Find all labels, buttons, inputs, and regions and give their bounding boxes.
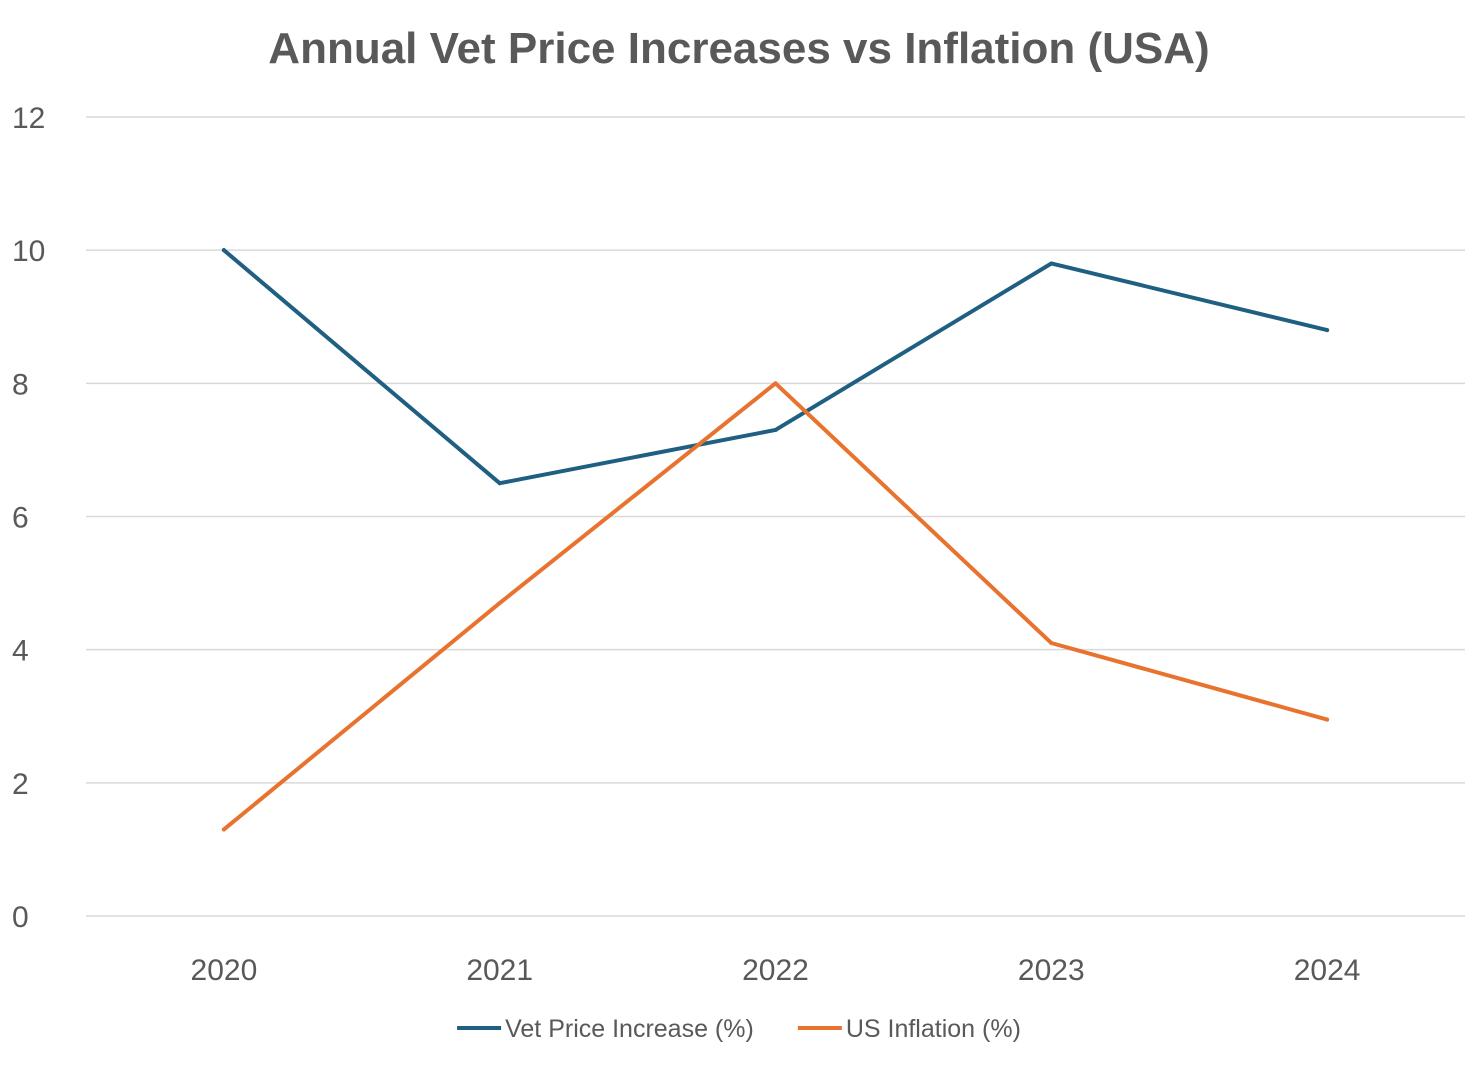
data-point: [773, 381, 778, 386]
chart-title: Annual Vet Price Increases vs Inflation …: [268, 24, 1209, 73]
y-tick-label: 10: [12, 235, 45, 268]
data-point: [497, 601, 502, 606]
y-axis-tick-labels: 0 2 4 6 8 10 12: [12, 102, 45, 934]
y-tick-label: 4: [12, 635, 29, 668]
y-tick-label: 6: [12, 502, 29, 535]
data-point: [221, 248, 226, 253]
x-tick-label: 2022: [742, 954, 809, 987]
legend-item: US Inflation (%): [797, 1015, 1021, 1043]
series-1-points: [221, 248, 1330, 486]
x-tick-label: 2021: [466, 954, 533, 987]
x-tick-label: 2023: [1018, 954, 1085, 987]
y-tick-label: 12: [12, 102, 45, 135]
data-point: [221, 827, 226, 832]
legend-item: Vet Price Increase (%): [457, 1015, 754, 1043]
data-point: [1325, 328, 1330, 333]
y-tick-label: 2: [12, 768, 29, 801]
legend-label: Vet Price Increase (%): [505, 1015, 754, 1043]
y-tick-label: 0: [12, 901, 29, 934]
legend-label: US Inflation (%): [846, 1015, 1021, 1043]
data-point: [1049, 261, 1054, 266]
gridlines: [86, 116, 1465, 917]
x-axis-tick-labels: 2020 2021 2022 2023 2024: [191, 954, 1361, 987]
x-tick-label: 2020: [191, 954, 258, 987]
series-line-2: [221, 381, 1330, 832]
data-point: [1325, 717, 1330, 722]
data-point: [1049, 641, 1054, 646]
series-2-points: [221, 381, 1330, 832]
legend: Vet Price Increase (%) US Inflation (%): [457, 1015, 1021, 1043]
data-point: [497, 481, 502, 486]
series-lines: [221, 248, 1330, 832]
series-line-1: [221, 248, 1330, 486]
x-tick-label: 2024: [1294, 954, 1361, 987]
y-tick-label: 8: [12, 368, 29, 401]
data-point: [773, 427, 778, 432]
